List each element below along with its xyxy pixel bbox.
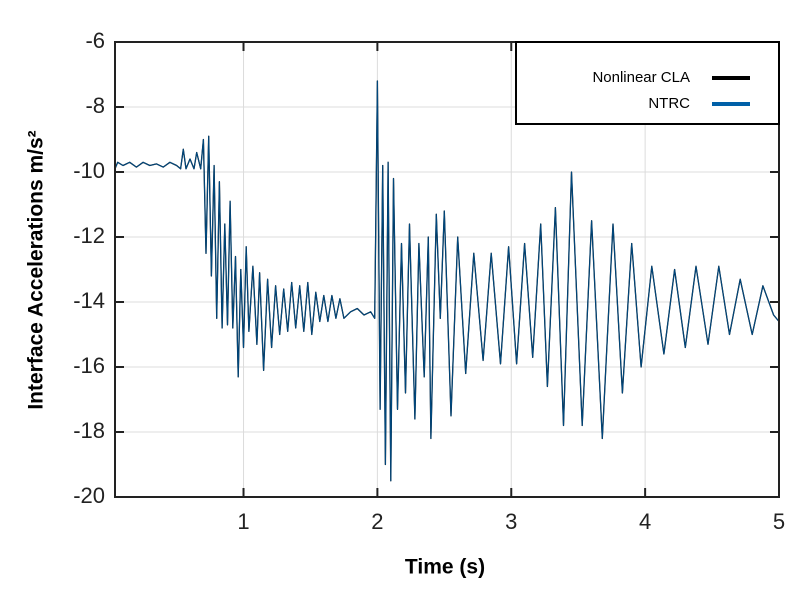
y-tick-label: -12 [73, 223, 105, 248]
x-tick-label: 1 [237, 509, 249, 534]
x-tick-label: 5 [773, 509, 785, 534]
ticks: -20 -18 -16 -14 -12 -10 -8 -6 1 2 3 4 5 [73, 28, 785, 534]
y-tick-label: -10 [73, 158, 105, 183]
legend-box [515, 41, 780, 125]
y-tick-label: -6 [85, 28, 105, 53]
plot-frame [114, 41, 780, 498]
x-tick-label: 3 [505, 509, 517, 534]
x-tick-label: 2 [371, 509, 383, 534]
lines [114, 80, 780, 482]
y-tick-label: -20 [73, 483, 105, 508]
y-axis-title: Interface Accelerations m/s² [25, 130, 48, 409]
legend-label: NTRC [648, 95, 690, 112]
y-tick-label: -8 [85, 93, 105, 118]
y-tick-label: -16 [73, 353, 105, 378]
x-axis-title: Time (s) [405, 556, 485, 579]
series-line [114, 80, 780, 482]
legend: Nonlinear CLA NTRC [515, 41, 780, 125]
x-tick-label: 4 [639, 509, 651, 534]
y-tick-label: -14 [73, 288, 105, 313]
legend-label: Nonlinear CLA [592, 69, 690, 86]
y-tick-label: -18 [73, 418, 105, 443]
